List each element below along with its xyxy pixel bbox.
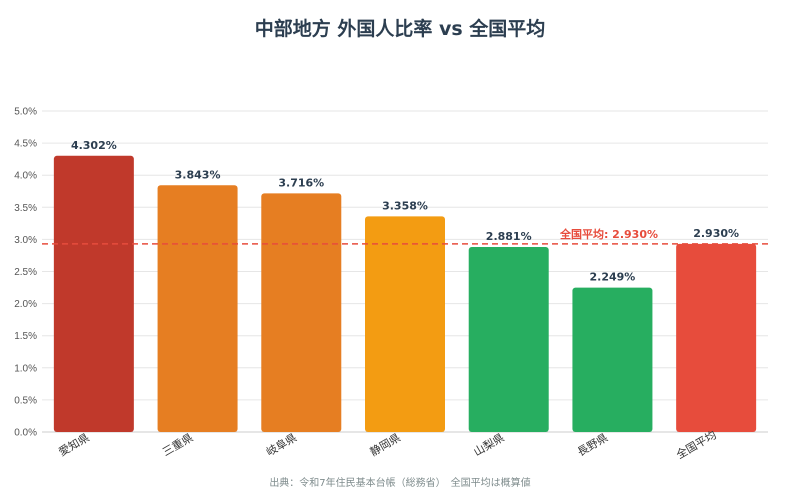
category-label: 長野県 xyxy=(575,431,610,459)
y-tick-label: 0.5% xyxy=(14,395,37,406)
category-label: 愛知県 xyxy=(56,430,92,459)
y-tick-label: 4.5% xyxy=(14,139,37,150)
value-label: 4.302% xyxy=(71,139,117,152)
y-tick-label: 1.5% xyxy=(14,331,37,342)
y-tick-label: 3.0% xyxy=(14,235,37,246)
category-label: 静岡県 xyxy=(367,430,403,459)
y-tick-label: 3.5% xyxy=(14,203,37,214)
bar xyxy=(157,185,238,432)
y-tick-label: 1.0% xyxy=(14,363,37,374)
value-label: 2.881% xyxy=(486,230,532,243)
value-label: 3.358% xyxy=(382,199,428,212)
category-label: 全国平均 xyxy=(674,427,719,461)
source-note: 出典：令和7年住民基本台帳（総務省） 全国平均は概算値 xyxy=(269,478,531,489)
value-label: 3.843% xyxy=(175,168,221,181)
y-tick-label: 5.0% xyxy=(14,107,37,118)
value-label: 3.716% xyxy=(278,176,324,189)
category-label: 岐阜県 xyxy=(264,431,299,459)
bar xyxy=(365,216,445,432)
chart-title: 中部地方 外国人比率 vs 全国平均 xyxy=(254,18,546,40)
y-tick-label: 0.0% xyxy=(14,428,37,439)
y-tick-label: 2.0% xyxy=(14,299,37,310)
reference-line-label: 全国平均: 2.930% xyxy=(559,227,658,241)
y-tick-label: 4.0% xyxy=(14,171,37,182)
value-label: 2.249% xyxy=(590,271,636,284)
bar xyxy=(53,155,134,433)
category-label: 山梨県 xyxy=(471,430,507,459)
category-label: 三重県 xyxy=(160,430,196,459)
bar xyxy=(572,287,653,432)
bar xyxy=(676,243,757,432)
bar xyxy=(468,247,549,432)
value-label: 2.930% xyxy=(693,227,739,240)
y-tick-label: 2.5% xyxy=(14,267,37,278)
bar xyxy=(261,193,342,432)
